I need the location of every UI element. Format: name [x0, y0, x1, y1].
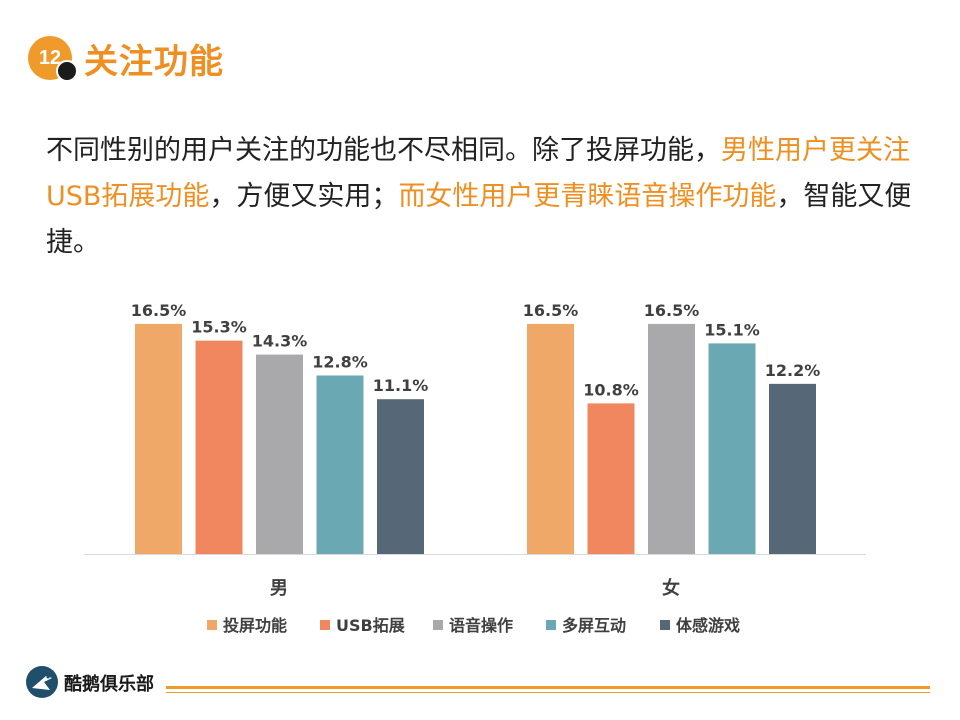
legend-swatch: [433, 620, 443, 630]
badge-dot-icon: [56, 60, 78, 82]
x-tick-label: 女: [662, 577, 680, 599]
bar-female-3: [708, 343, 756, 554]
data-label: 14.3%: [252, 332, 308, 351]
legend-swatch: [207, 620, 217, 630]
legend-label: 多屏互动: [562, 616, 626, 635]
footer-brand: 酷鹅俱乐部: [64, 674, 154, 695]
legend-swatch: [660, 620, 670, 630]
para-text-3: ，智能又便捷。: [46, 181, 912, 258]
data-label: 10.8%: [583, 380, 639, 399]
data-label: 16.5%: [523, 301, 579, 320]
legend-swatch: [546, 620, 556, 630]
para-text-1: 不同性别的用户关注的功能也不尽相同。除了投屏功能，: [46, 135, 721, 166]
bar-male-1: [195, 340, 243, 554]
data-label: 16.5%: [131, 301, 187, 320]
legend-label: 体感游戏: [676, 616, 740, 635]
bar-female-0: [527, 323, 574, 554]
para-text-2: ，方便又实用；: [209, 181, 399, 212]
bar-male-4: [377, 399, 424, 554]
legend-swatch: [320, 620, 330, 630]
data-label: 11.1%: [373, 376, 429, 395]
legend-label: USB拓展: [336, 616, 406, 635]
bar-female-4: [769, 383, 816, 554]
legend-label: 语音操作: [449, 616, 513, 635]
bar-male-3: [316, 375, 364, 554]
para-highlight-female: 而女性用户更青睐语音操作功能: [398, 181, 777, 212]
data-label: 15.1%: [704, 320, 760, 339]
section-number-badge: 12: [28, 36, 72, 80]
data-label: 12.8%: [312, 352, 368, 371]
bar-male-2: [256, 354, 303, 554]
bar-female-1: [587, 403, 635, 554]
data-label: 16.5%: [644, 301, 700, 320]
page-title: 关注功能: [84, 42, 224, 82]
legend-label: 投屏功能: [223, 616, 287, 635]
para-highlight-male: 男性用户更关注USB拓展功能: [46, 135, 910, 212]
penguin-logo-icon: [26, 666, 58, 698]
bar-female-2: [648, 323, 695, 554]
description-paragraph: 不同性别的用户关注的功能也不尽相同。除了投屏功能，男性用户更关注USB拓展功能，…: [46, 128, 916, 266]
data-label: 15.3%: [191, 318, 247, 337]
data-label: 12.2%: [765, 361, 821, 380]
bar-male-0: [135, 323, 182, 554]
footer-divider-thin: [166, 692, 930, 693]
footer-divider: [166, 686, 930, 689]
x-tick-label: 男: [270, 578, 288, 599]
